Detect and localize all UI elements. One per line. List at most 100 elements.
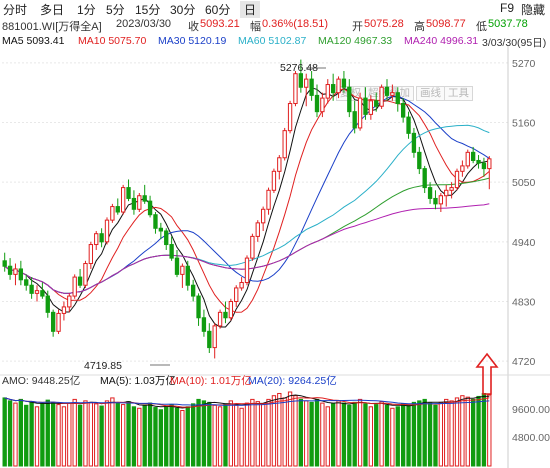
candle-body (476, 159, 481, 164)
volume-bar (223, 403, 228, 467)
tab-15min[interactable]: 15分 (135, 3, 161, 17)
candle-body (34, 290, 40, 294)
tab-30min[interactable]: 30分 (170, 3, 196, 17)
tab-intraday[interactable]: 分时 (3, 3, 28, 17)
hide-button[interactable]: 隐藏 (521, 3, 546, 17)
price-tick-label: 4940 (512, 237, 536, 249)
amo-value: AMO: 9448.25亿 (2, 374, 80, 387)
volume-bar (325, 406, 330, 467)
low-annotation: 4719.85 (84, 360, 122, 372)
price-tick-label: 5160 (512, 118, 536, 130)
volume-bar (164, 406, 169, 467)
volume-bar (67, 402, 72, 467)
candle-body (137, 195, 142, 210)
candle-body (40, 290, 45, 297)
candle-body (384, 86, 390, 96)
volume-bar (34, 406, 40, 467)
volume-bar (368, 406, 374, 467)
volume-bar (201, 400, 207, 467)
vol-ma10: MA(10): 1.01万亿 (170, 374, 252, 387)
candle-body (470, 151, 476, 161)
candle-body (94, 233, 99, 246)
low-value: 5037.78 (488, 18, 528, 30)
volume-bar (250, 398, 255, 467)
candle-body (239, 282, 244, 289)
volume-bar (158, 409, 164, 467)
candle-body (72, 276, 77, 297)
candle-body (2, 260, 7, 267)
volume-bar (282, 397, 287, 467)
volume-bar (309, 401, 314, 467)
volume-bar (460, 395, 465, 467)
candle-body (50, 311, 56, 332)
tab-daily[interactable]: 日 (240, 1, 261, 18)
candle-body (244, 257, 250, 284)
volume-bar (449, 400, 454, 467)
volume-bar (110, 397, 115, 467)
ma240-legend: MA240 4996.31 (404, 35, 479, 47)
ma30-legend: MA30 5120.19 (158, 35, 227, 47)
volume-bar (287, 391, 293, 467)
volume-bar (99, 405, 104, 467)
quote-info-bar: 881001.WI[万得全A] 2023/03/30 收 5093.21 幅 0… (0, 17, 550, 33)
moving-average-lines (4, 87, 490, 328)
candle-body (13, 268, 18, 275)
volume-bar (56, 404, 61, 467)
volume-bar (180, 410, 185, 467)
candle-body (131, 197, 137, 210)
candle-body (438, 195, 444, 205)
price-tick-label: 4720 (512, 356, 536, 368)
ticker-name: 881001.WI[万得全A] (2, 21, 102, 33)
volume-bar (126, 401, 131, 467)
volume-bar (330, 403, 336, 467)
candle-body (400, 103, 406, 118)
volume-bar (470, 398, 476, 467)
tab-multi-day[interactable]: 多日 (40, 3, 65, 17)
candle-body (67, 295, 72, 308)
tools-button[interactable]: 工具 (444, 86, 473, 101)
tab-5min[interactable]: 5分 (106, 3, 125, 17)
volume-bar (13, 402, 18, 467)
candle-body (287, 103, 293, 132)
candle-body (422, 168, 427, 189)
candle-body (223, 311, 228, 319)
candle-body (99, 233, 104, 243)
candle-body (88, 244, 94, 265)
candle-body (77, 276, 83, 286)
volume-bar (444, 398, 449, 467)
price-tick-label: 5270 (512, 58, 536, 70)
volume-bar (487, 394, 492, 467)
f9-button[interactable]: F9 (500, 1, 515, 15)
candle-body (207, 330, 212, 349)
candle-body (260, 208, 266, 224)
candle-body (481, 162, 487, 170)
candle-body (282, 130, 287, 159)
volume-bar (266, 398, 271, 467)
volume-ma-line (4, 397, 490, 408)
period-toolbar: 分时 多日 1分 5分 15分 30分 60分 日 F9 隐藏 (0, 0, 550, 18)
volume-bar (347, 404, 352, 467)
volume-bar (77, 404, 83, 467)
volume-bar (244, 402, 250, 467)
volume-bar (190, 403, 196, 467)
volume-bar (185, 406, 190, 467)
candle-body (180, 265, 185, 275)
candle-body (449, 187, 454, 191)
change-value: 0.36%(18.51) (262, 18, 329, 30)
tab-60min[interactable]: 60分 (205, 3, 231, 17)
volume-bar (40, 403, 45, 467)
candle-body (374, 100, 379, 107)
candle-body (487, 158, 492, 170)
candle-body (427, 187, 433, 199)
volume-bar (363, 403, 368, 467)
volume-bar (357, 398, 363, 467)
candle-body (320, 97, 325, 113)
ma120-legend: MA120 4967.33 (318, 35, 393, 47)
volume-bar (137, 407, 142, 467)
volume-bar (104, 400, 110, 467)
volume-bar (271, 395, 277, 467)
draw-line-button[interactable]: 画线 (416, 86, 445, 101)
volume-bar (147, 402, 153, 467)
tab-1min[interactable]: 1分 (77, 3, 96, 17)
